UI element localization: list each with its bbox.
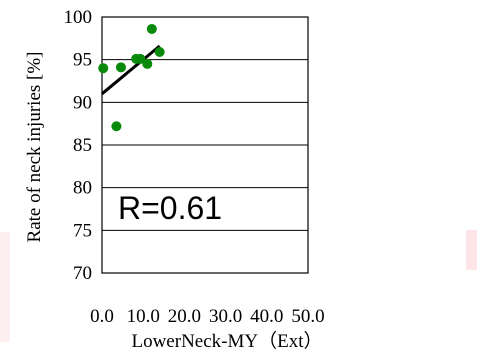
data-points	[98, 23, 165, 132]
data-point	[115, 62, 126, 73]
x-tick-label: 20.0	[168, 306, 201, 327]
x-tick-label: 50.0	[291, 306, 324, 327]
y-tick-label: 80	[73, 178, 92, 199]
data-point	[111, 121, 122, 132]
x-tick-label: 0.0	[90, 306, 114, 327]
data-point	[142, 58, 153, 69]
trendline-group	[101, 44, 161, 95]
y-tick-label: 85	[73, 135, 92, 156]
plot-area-frame	[101, 16, 309, 274]
gridlines	[102, 59, 308, 231]
x-tick-label: 10.0	[127, 306, 160, 327]
data-point	[146, 23, 157, 34]
data-point	[135, 53, 146, 64]
correlation-annotation: R=0.61	[118, 190, 222, 226]
data-point	[154, 46, 165, 57]
x-axis-tick-labels: 0.0 10.0 20.0 30.0 40.0 50.0	[90, 306, 325, 327]
x-tick-label: 40.0	[250, 306, 283, 327]
background-band-right	[466, 230, 477, 270]
y-tick-label: 70	[73, 263, 92, 284]
x-axis-title: LowerNeck-MY（Ext）	[131, 330, 322, 352]
y-tick-label: 90	[73, 92, 92, 113]
x-tick-label: 30.0	[209, 306, 242, 327]
y-tick-label: 95	[73, 50, 92, 71]
trendline	[101, 44, 161, 95]
y-tick-label: 100	[64, 7, 93, 28]
background-band-left	[0, 232, 10, 342]
y-tick-label: 75	[73, 220, 92, 241]
y-axis-tick-labels: 70 75 80 85 90 95 100	[64, 7, 93, 284]
data-point	[98, 63, 109, 74]
y-axis-title: Rate of neck injuries [%]	[24, 52, 45, 243]
